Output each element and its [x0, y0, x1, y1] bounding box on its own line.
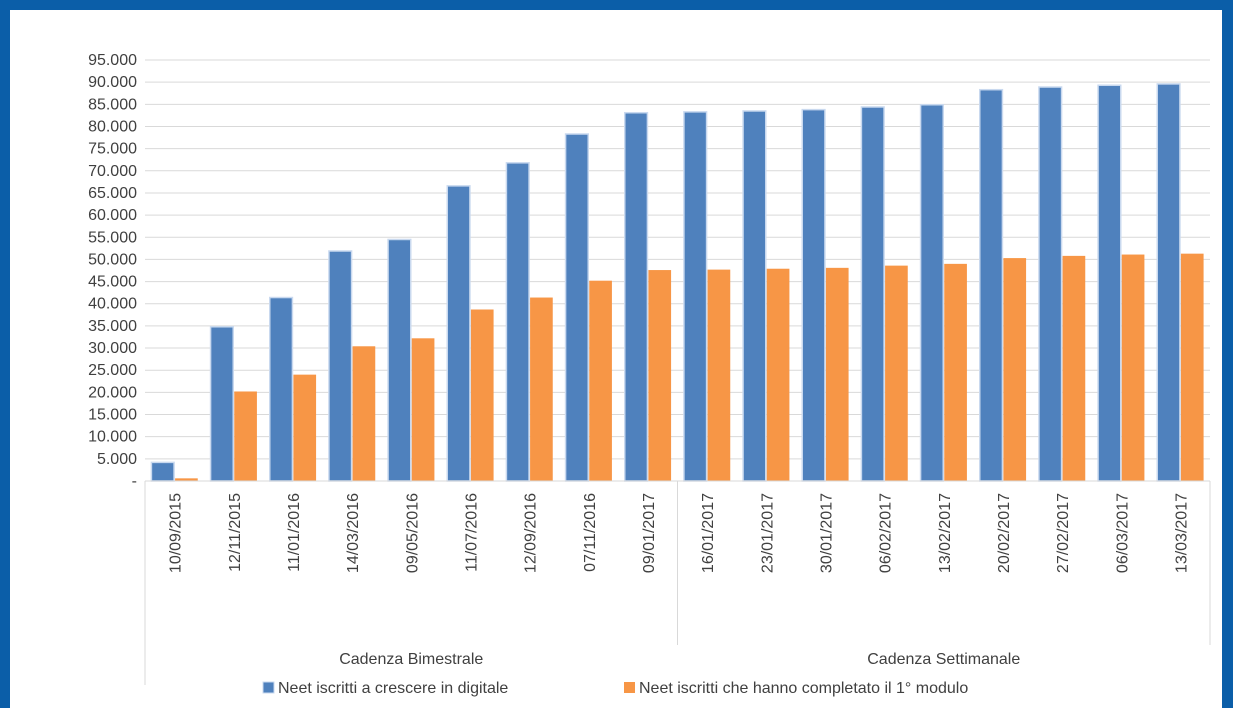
y-tick-label: 15.000 [88, 407, 137, 424]
y-tick-label: 75.000 [88, 141, 137, 158]
x-tick-label: 07/11/2016 [582, 493, 599, 572]
y-tick-label: 50.000 [88, 251, 137, 268]
x-tick-label: 16/01/2017 [700, 493, 717, 573]
x-tick-label: 11/07/2016 [463, 493, 480, 572]
y-tick-label: 10.000 [88, 429, 137, 446]
bar-iscritti [329, 251, 352, 481]
y-tick-label: 45.000 [88, 274, 137, 291]
y-tick-label: 90.000 [88, 74, 137, 91]
x-tick-label: 09/05/2016 [404, 493, 421, 573]
legend-label: Neet iscritti che hanno completato il 1°… [639, 680, 968, 697]
bar-iscritti [743, 111, 766, 481]
x-tick-label: 06/02/2017 [878, 493, 895, 573]
y-tick-label: 65.000 [88, 185, 137, 202]
bar-iscritti [447, 186, 470, 481]
y-tick-label: 80.000 [88, 118, 137, 135]
y-tick-label: 70.000 [88, 163, 137, 180]
y-axis-ticks: - 5.000 10.000 15.000 20.000 25.000 30.000 35.0… [88, 52, 137, 490]
x-tick-label: 14/03/2016 [345, 493, 362, 573]
y-tick-label: 40.000 [88, 296, 137, 313]
bar-iscritti [566, 134, 589, 481]
x-tick-label: 11/01/2016 [286, 493, 303, 572]
bar-completato [767, 269, 790, 481]
bar-completato [471, 309, 494, 481]
bar-iscritti [151, 462, 174, 481]
bar-chart: - 5.000 10.000 15.000 20.000 25.000 30.000 35.0… [10, 10, 1222, 708]
category-group-label: Cadenza Settimanale [867, 651, 1020, 668]
bar-iscritti [506, 163, 529, 481]
y-tick-label: 20.000 [88, 384, 137, 401]
x-tick-label: 20/02/2017 [996, 493, 1013, 573]
y-tick-label: - [132, 473, 137, 490]
bar-iscritti [388, 239, 411, 481]
bar-completato [1122, 255, 1145, 481]
bar-completato [234, 391, 257, 481]
category-group-label: Cadenza Bimestrale [339, 651, 483, 668]
legend-swatch [624, 682, 635, 693]
bar-completato [589, 281, 612, 481]
bar-completato [353, 346, 376, 481]
x-tick-label: 10/09/2015 [168, 493, 185, 573]
bar-completato [1003, 258, 1026, 481]
bar-completato [648, 270, 671, 481]
bar-iscritti [861, 107, 884, 481]
y-tick-label: 30.000 [88, 340, 137, 357]
x-tick-label: 13/02/2017 [937, 493, 954, 573]
bar-iscritti [1098, 85, 1121, 481]
bar-iscritti [625, 113, 648, 481]
legend: Neet iscritti a crescere in digitale Neet… [263, 680, 968, 697]
legend-swatch [263, 682, 274, 693]
y-tick-label: 35.000 [88, 318, 137, 335]
bar-completato [1063, 256, 1086, 481]
bar-completato [885, 266, 908, 481]
x-tick-label: 30/01/2017 [818, 493, 835, 573]
y-tick-label: 85.000 [88, 96, 137, 113]
y-tick-label: 5.000 [97, 451, 137, 468]
x-tick-label: 13/03/2017 [1173, 493, 1190, 573]
bar-iscritti [211, 327, 234, 481]
bars [151, 84, 1203, 481]
y-tick-label: 55.000 [88, 229, 137, 246]
bar-iscritti [270, 298, 293, 481]
bar-completato [293, 375, 316, 481]
x-tick-label: 12/11/2015 [227, 493, 244, 572]
y-tick-label: 95.000 [88, 52, 137, 69]
bar-completato [412, 338, 435, 481]
category-labels: 10/09/2015 12/11/2015 11/01/2016 14/03/2016… [168, 493, 1191, 573]
bar-completato [708, 270, 731, 481]
bar-iscritti [921, 105, 944, 481]
bar-completato [530, 298, 553, 481]
x-tick-label: 23/01/2017 [759, 493, 776, 573]
x-tick-label: 12/09/2016 [523, 493, 540, 573]
x-tick-label: 27/02/2017 [1055, 493, 1072, 573]
x-tick-label: 06/03/2017 [1114, 493, 1131, 573]
x-tick-label: 09/01/2017 [641, 493, 658, 573]
bar-iscritti [684, 112, 707, 481]
bar-iscritti [802, 110, 825, 481]
bar-completato [826, 268, 849, 481]
bar-completato [944, 264, 967, 481]
category-groups: Cadenza Bimestrale Cadenza Settimanale [339, 651, 1020, 668]
bar-iscritti [1157, 84, 1180, 481]
x-axis [145, 481, 1210, 685]
bar-completato [1181, 254, 1204, 481]
bar-iscritti [1039, 87, 1062, 481]
legend-label: Neet iscritti a crescere in digitale [278, 680, 508, 697]
bar-iscritti [980, 90, 1003, 481]
y-tick-label: 60.000 [88, 207, 137, 224]
chart-frame: - 5.000 10.000 15.000 20.000 25.000 30.000 35.0… [10, 10, 1222, 708]
y-tick-label: 25.000 [88, 362, 137, 379]
